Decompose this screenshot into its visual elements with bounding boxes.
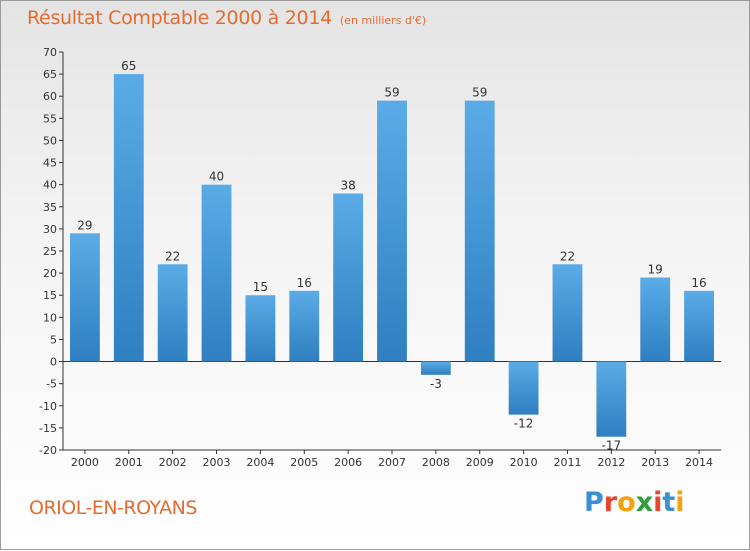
bar-2001 [113,74,144,362]
x-tick-label: 2004 [246,456,274,469]
logo-letter: o [617,487,636,518]
bar-2010 [508,361,539,415]
x-tick-label: 2013 [641,456,669,469]
data-label-2011: 22 [560,249,575,263]
chart-title-unit: (en milliers d'€) [339,14,427,27]
y-tick-label: 45 [43,157,57,170]
bar-2012 [596,361,627,437]
bar-2013 [640,277,671,362]
data-label-2003: 40 [209,170,224,184]
data-label-2010: -12 [514,417,534,431]
y-tick-label: -20 [39,444,57,457]
x-tick-label: 2009 [466,456,494,469]
data-label-2013: 19 [648,263,663,277]
data-label-2005: 16 [297,276,312,290]
data-label-2009: 59 [472,86,487,100]
bar-2002 [157,264,188,362]
x-tick-label: 2006 [334,456,362,469]
x-tick-label: 2011 [553,456,581,469]
y-tick-label: 15 [43,289,57,302]
logo-letter: t [662,487,676,518]
bar-2007 [377,100,407,362]
y-tick-label: -15 [39,422,57,435]
y-tick-label: 60 [43,90,57,103]
data-label-2001: 65 [121,59,136,73]
bar-2000 [70,233,100,362]
x-tick-label: 2003 [203,456,231,469]
y-tick-label: 10 [43,311,57,324]
logo-letter: r [603,487,618,518]
bar-2005 [289,290,320,362]
chart-title-main: Résultat Comptable 2000 à 2014 [27,7,332,29]
x-tick-label: 2014 [685,456,713,469]
x-tick-label: 2002 [159,456,187,469]
bar-2014 [684,290,714,362]
y-tick-label: 50 [43,134,57,147]
data-label-2012: -17 [602,439,622,453]
x-tick-label: 2007 [378,456,406,469]
y-tick-label: -5 [46,378,57,391]
proxiti-logo[interactable]: Proxiti [584,487,685,518]
y-tick-label: 70 [43,46,57,59]
x-tick-label: 2008 [422,456,450,469]
data-label-2004: 15 [253,280,268,294]
y-tick-label: 20 [43,267,57,280]
y-tick-label: 30 [43,223,57,236]
y-tick-label: 65 [43,68,57,81]
data-label-2008: -3 [430,377,442,391]
data-label-2000: 29 [77,218,92,232]
chart-title: Résultat Comptable 2000 à 2014 (en millie… [27,7,426,29]
logo-letter: i [675,487,685,518]
y-tick-label: 35 [43,201,57,214]
chart-bars [70,74,714,437]
data-label-2014: 16 [691,276,706,290]
y-tick-label: -10 [39,400,57,413]
city-name: ORIOL-EN-ROYANS [29,497,197,519]
bar-2008 [420,361,451,375]
data-label-2007: 59 [384,86,399,100]
y-tick-label: 25 [43,245,57,258]
x-tick-label: 2005 [290,456,318,469]
x-tick-label: 2000 [71,456,99,469]
bar-2003 [201,184,232,362]
logo-letter: i [653,487,663,518]
bar-2006 [333,193,364,362]
y-tick-label: 55 [43,112,57,125]
y-tick-label: 5 [50,333,57,346]
bar-2009 [464,100,495,362]
logo-letter: x [635,487,654,518]
logo-letter: P [584,487,604,518]
x-tick-label: 2001 [115,456,143,469]
x-tick-label: 2012 [597,456,625,469]
y-tick-label: 0 [50,356,57,369]
bar-2004 [245,295,276,362]
y-tick-label: 40 [43,179,57,192]
x-tick-label: 2010 [510,456,538,469]
chart-labels: 29 65 22 40 15 16 38 59 -3 59 -12 22 -17 19 16 [77,59,706,453]
bar-2011 [552,264,583,362]
data-label-2002: 22 [165,249,180,263]
data-label-2006: 38 [340,179,355,193]
